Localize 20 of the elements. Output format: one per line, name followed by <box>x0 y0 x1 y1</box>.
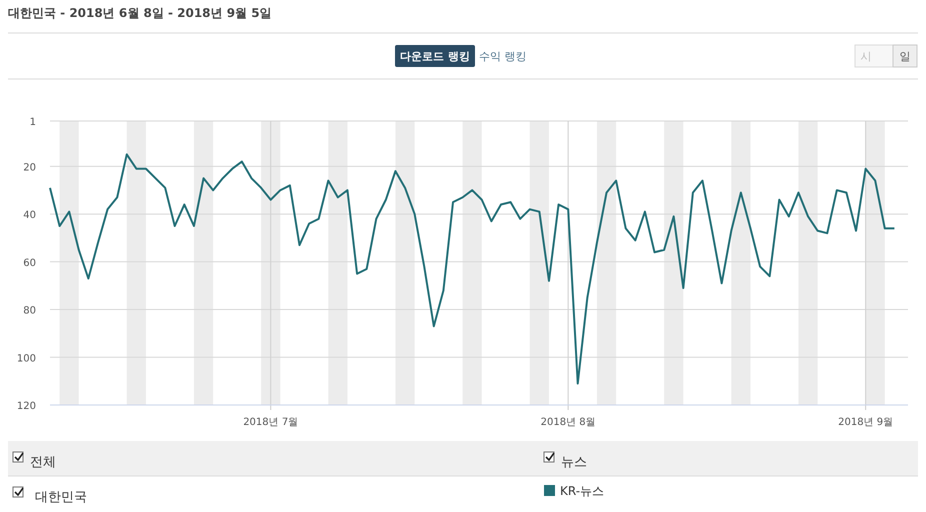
line-series <box>49 153 896 385</box>
x-tick-label: 2018년 7월 <box>243 417 298 428</box>
text: 다운로드 랭킹 <box>400 50 470 63</box>
text: 일 <box>900 50 910 63</box>
legend-label: KR-뉴스 <box>560 484 604 498</box>
y-tick-label: 40 <box>23 210 36 222</box>
y-tick-label: 100 <box>16 353 36 364</box>
text: 시 <box>860 50 872 63</box>
chart-title: 대한민국 - 2018년 6월 8일 - 2018년 9월 5일 <box>8 6 272 20</box>
x-tick-label: 2018년 9월 <box>838 417 894 428</box>
y-tick-label: 1 <box>30 117 36 128</box>
x-tick-label: 2018년 8월 <box>540 417 596 428</box>
y-tick-label: 80 <box>23 306 36 317</box>
text: 수익 랭킹 <box>479 50 526 63</box>
y-tick-label: 60 <box>23 258 36 269</box>
text: 대한민국 <box>35 490 87 505</box>
y-tick-label: 120 <box>16 401 36 412</box>
text: 뉴스 <box>561 455 587 470</box>
text: 전체 <box>30 455 56 470</box>
y-tick-label: 20 <box>23 162 36 174</box>
